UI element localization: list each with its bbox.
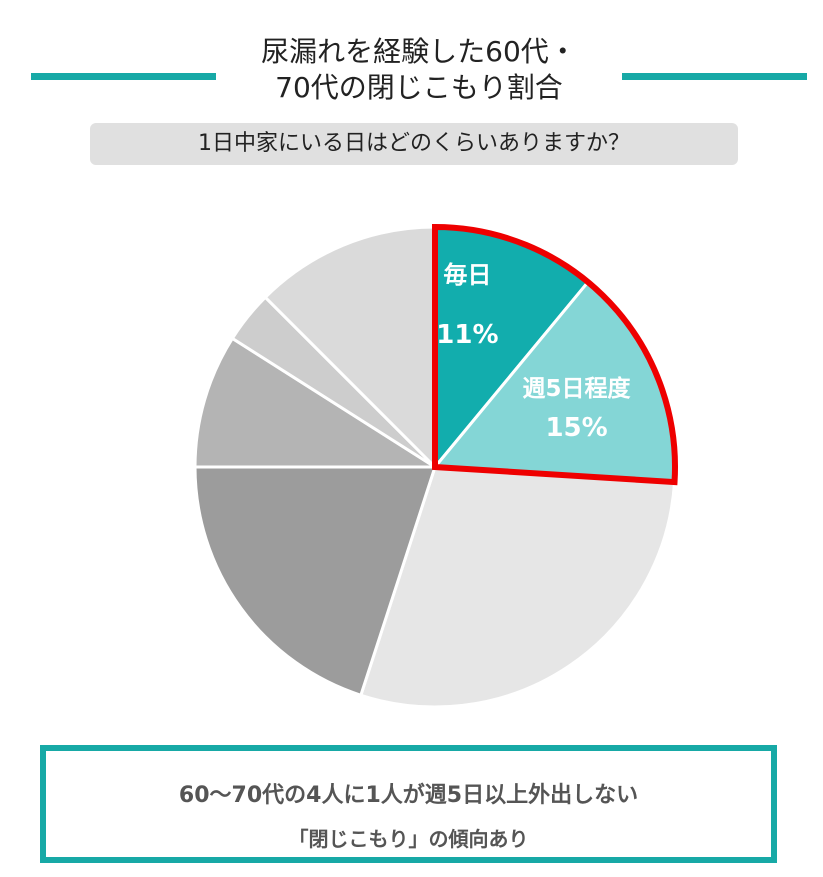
survey-question: 1日中家にいる日はどのくらいありますか？ [90,123,738,165]
summary-line1: 60〜70代の4人に1人が週5日以上外出しない [178,783,639,808]
pie-slice-3 [358,465,677,709]
title-decoration-left [31,73,216,80]
pie-slice-4 [193,465,438,698]
summary-box: 60〜70代の4人に1人が週5日以上外出しない 「閉じこもり」の傾向あり [40,745,777,863]
highlight-outline [432,223,678,486]
pie-slice-5 [193,336,441,469]
chart-title-line1: 尿漏れを経験した60代・ [261,35,577,68]
chart-header: 尿漏れを経験した60代・ 70代の閉じこもり割合 [0,30,823,110]
chart-title-line2: 70代の閉じこもり割合 [275,71,563,104]
slice-percent-1: 11% [436,320,498,350]
title-decoration-right [622,73,807,80]
slice-percent-2: 15% [545,413,607,443]
slice-label-1: 毎日 [443,261,491,289]
summary-line2: 「閉じこもり」の傾向あり [288,827,529,851]
pie-slice-7 [263,225,437,471]
chart-title: 尿漏れを経験した60代・ 70代の閉じこもり割合 [216,34,622,106]
slice-label-2: 週5日程度 [523,375,632,402]
